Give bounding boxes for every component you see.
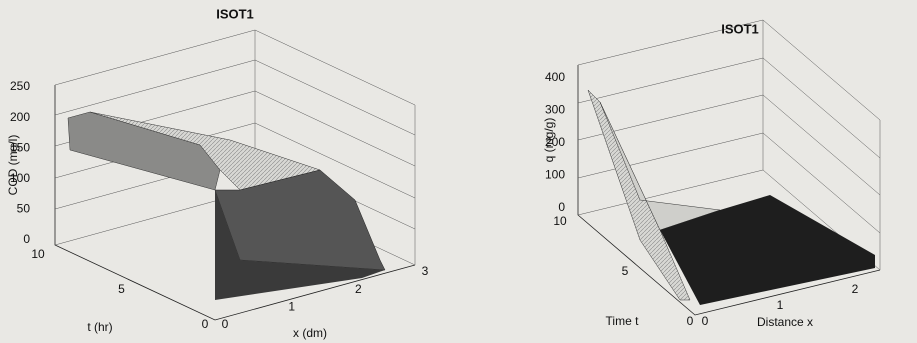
t-tick-label: 5 bbox=[622, 264, 629, 278]
z-tick-label: 400 bbox=[545, 70, 565, 84]
z-tick-label: 100 bbox=[10, 171, 30, 185]
x-tick-label: 1 bbox=[288, 300, 295, 314]
x-tick-label: 0 bbox=[702, 314, 709, 328]
z-tick-label: 300 bbox=[545, 103, 565, 117]
z-axis-label: COD (mg/l) bbox=[6, 135, 20, 196]
t-tick-label: 5 bbox=[118, 282, 125, 296]
x-tick-label: 2 bbox=[355, 282, 362, 296]
panel-title: ISOT1 bbox=[216, 6, 254, 21]
panel-title: ISOT1 bbox=[721, 21, 759, 36]
t-axis-label: Time t bbox=[606, 314, 640, 328]
t-tick-label: 10 bbox=[31, 247, 45, 261]
t-tick-label: 0 bbox=[687, 314, 694, 328]
z-tick-label: 100 bbox=[545, 168, 565, 182]
x-axis-label: x (dm) bbox=[293, 326, 327, 340]
t-axis-label: t (hr) bbox=[87, 320, 112, 334]
x-tick-label: 3 bbox=[422, 264, 429, 278]
z-tick-label: 50 bbox=[17, 202, 31, 216]
z-tick-label: 200 bbox=[545, 135, 565, 149]
panel-2-surface bbox=[587, 89, 875, 305]
z-tick-label: 200 bbox=[10, 110, 30, 124]
z-tick-label: 150 bbox=[10, 140, 30, 154]
panel-1-surface bbox=[67, 111, 386, 300]
z-tick-label: 0 bbox=[558, 200, 565, 214]
x-tick-label: 1 bbox=[777, 298, 784, 312]
x-tick-label: 0 bbox=[222, 317, 229, 331]
z-axis-label: q (mg/g) bbox=[542, 118, 556, 163]
z-tick-label: 250 bbox=[10, 79, 30, 93]
t-tick-label: 0 bbox=[202, 317, 209, 331]
x-axis-label: Distance x bbox=[757, 315, 813, 329]
z-tick-label: 0 bbox=[23, 232, 30, 246]
t-tick-label: 10 bbox=[553, 214, 567, 228]
x-tick-label: 2 bbox=[852, 282, 859, 296]
